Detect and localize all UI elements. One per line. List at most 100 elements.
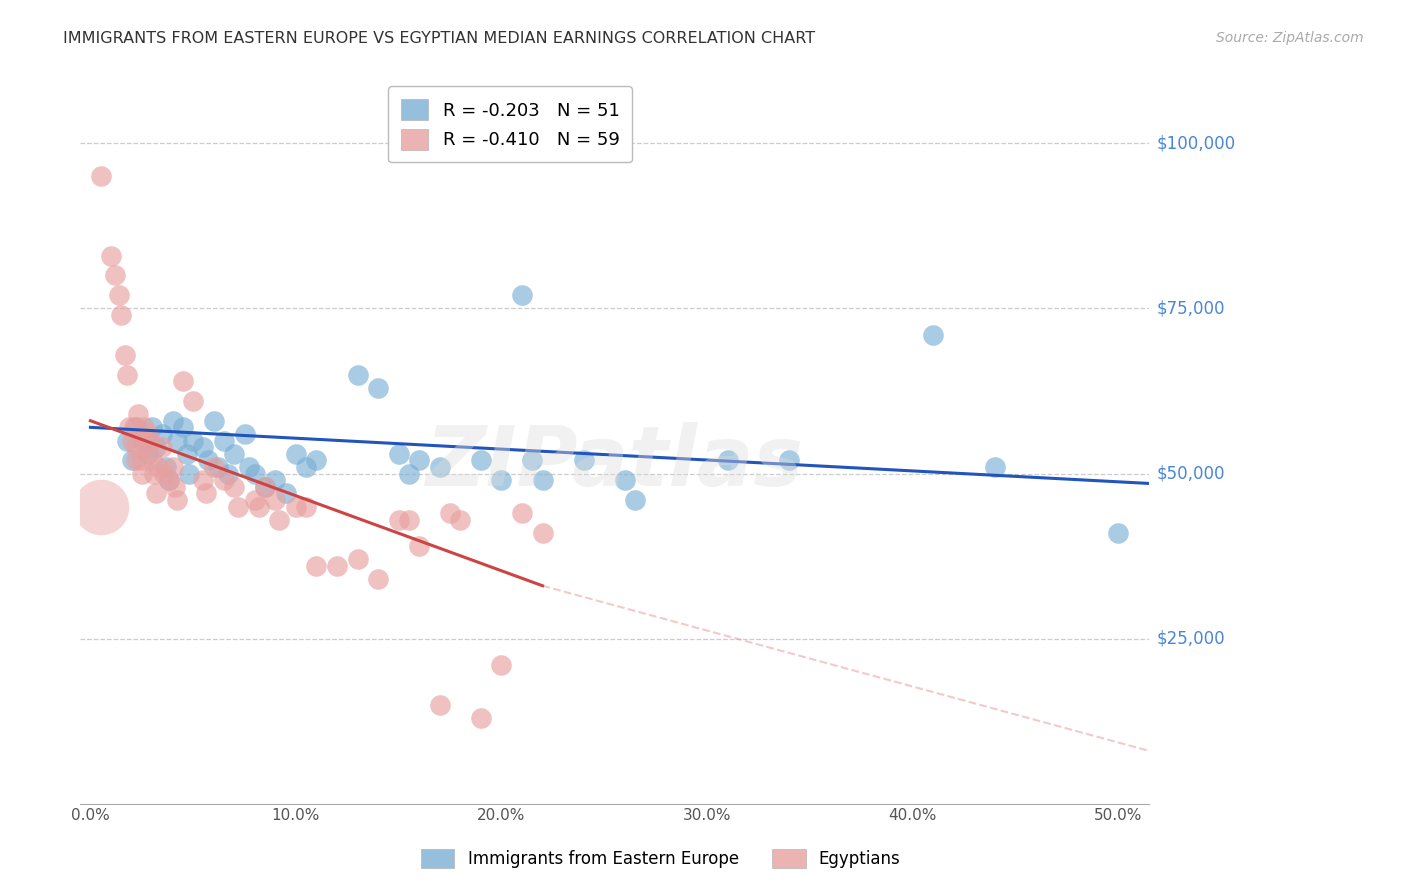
Point [124, 420, 146, 434]
Point [254, 480, 277, 494]
Point [163, 480, 186, 494]
Text: $25,000: $25,000 [1157, 630, 1226, 648]
Point [181, 434, 204, 448]
Point [121, 453, 143, 467]
Point [108, 288, 131, 302]
Point [264, 473, 287, 487]
Point [150, 426, 173, 441]
Point [141, 453, 163, 467]
Point [224, 480, 246, 494]
Point [100, 249, 122, 263]
Point [157, 473, 180, 487]
Point [491, 657, 513, 672]
Point [449, 513, 471, 527]
Point [127, 407, 149, 421]
Point [439, 506, 461, 520]
Point [284, 447, 307, 461]
Point [157, 473, 180, 487]
Point [254, 480, 277, 494]
Point [233, 426, 256, 441]
Point [139, 434, 162, 448]
Point [346, 368, 368, 382]
Point [166, 434, 188, 448]
Point [326, 558, 349, 573]
Point [141, 420, 163, 434]
Point [145, 486, 167, 500]
Point [398, 513, 420, 527]
Point [193, 473, 215, 487]
Point [247, 500, 270, 514]
Text: $75,000: $75,000 [1157, 300, 1226, 318]
Point [531, 473, 554, 487]
Point [274, 486, 297, 500]
Point [155, 459, 177, 474]
Point [136, 426, 159, 441]
Point [166, 492, 188, 507]
Point [716, 453, 738, 467]
Text: ZIPatlas: ZIPatlas [426, 422, 803, 503]
Point [224, 447, 246, 461]
Point [131, 434, 153, 448]
Point [110, 308, 132, 322]
Point [117, 368, 139, 382]
Point [121, 434, 143, 448]
Point [181, 393, 204, 408]
Point [117, 434, 139, 448]
Point [238, 459, 260, 474]
Point [470, 711, 492, 725]
Point [346, 552, 368, 566]
Point [305, 558, 328, 573]
Point [124, 453, 146, 467]
Point [145, 440, 167, 454]
Point [131, 453, 153, 467]
Point [398, 467, 420, 481]
Point [202, 459, 225, 474]
Point [983, 459, 1005, 474]
Point [1107, 525, 1129, 540]
Point [305, 453, 328, 467]
Point [624, 492, 647, 507]
Point [150, 440, 173, 454]
Point [269, 513, 291, 527]
Point [194, 486, 217, 500]
Point [176, 447, 198, 461]
Point [135, 440, 157, 454]
Text: IMMIGRANTS FROM EASTERN EUROPE VS EGYPTIAN MEDIAN EARNINGS CORRELATION CHART: IMMIGRANTS FROM EASTERN EUROPE VS EGYPTI… [63, 31, 815, 46]
Point [295, 500, 318, 514]
Point [153, 467, 176, 481]
Point [114, 348, 136, 362]
Point [162, 414, 184, 428]
Point [572, 453, 595, 467]
Point [531, 525, 554, 540]
Point [90, 169, 112, 184]
Legend: Immigrants from Eastern Europe, Egyptians: Immigrants from Eastern Europe, Egyptian… [415, 842, 907, 875]
Point [172, 374, 194, 388]
Point [172, 420, 194, 434]
Point [367, 572, 389, 586]
Point [202, 414, 225, 428]
Point [104, 268, 127, 283]
Point [193, 440, 215, 454]
Point [136, 447, 159, 461]
Point [922, 327, 945, 342]
Point [284, 500, 307, 514]
Point [408, 453, 430, 467]
Point [510, 506, 533, 520]
Point [470, 453, 492, 467]
Text: $50,000: $50,000 [1157, 465, 1226, 483]
Point [367, 381, 389, 395]
Point [295, 459, 318, 474]
Point [429, 459, 451, 474]
Point [408, 539, 430, 553]
Point [388, 447, 411, 461]
Point [122, 420, 145, 434]
Point [143, 467, 166, 481]
Point [778, 453, 800, 467]
Text: Source: ZipAtlas.com: Source: ZipAtlas.com [1216, 31, 1364, 45]
Point [131, 467, 153, 481]
Point [491, 473, 513, 487]
Point [207, 459, 229, 474]
Point [197, 453, 219, 467]
Legend: R = -0.203   N = 51, R = -0.410   N = 59: R = -0.203 N = 51, R = -0.410 N = 59 [388, 87, 633, 162]
Point [124, 440, 146, 454]
